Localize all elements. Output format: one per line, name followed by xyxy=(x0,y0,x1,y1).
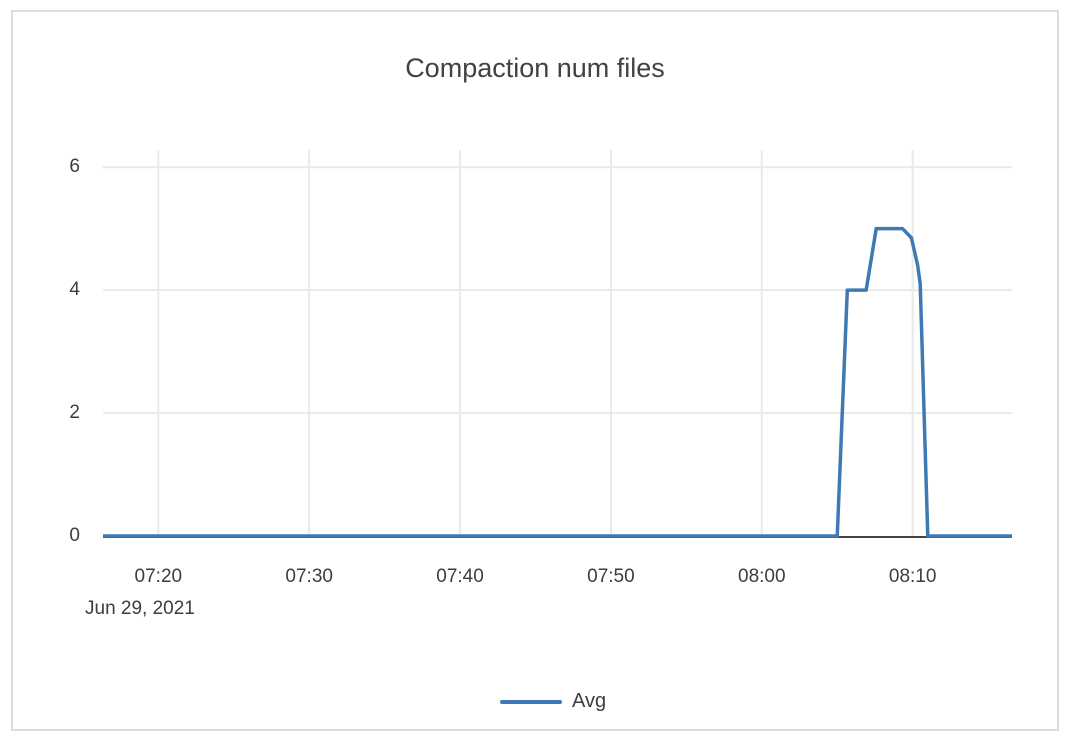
y-tick-label: 2 xyxy=(69,402,80,424)
chart-title: Compaction num files xyxy=(405,53,665,83)
legend-series-label: Avg xyxy=(572,690,607,712)
avg-series-line[interactable] xyxy=(103,226,1012,538)
y-tick-label: 0 xyxy=(69,525,80,546)
x-tick-label: 07:20 xyxy=(134,566,183,587)
x-axis-date-label: Jun 29, 2021 xyxy=(85,598,195,619)
legend-line-swatch xyxy=(500,699,562,704)
y-tick-label: 6 xyxy=(69,156,80,178)
legend[interactable]: Avg xyxy=(500,690,606,713)
x-tick-label: 08:00 xyxy=(738,566,786,587)
x-tick-label: 07:50 xyxy=(587,566,635,587)
y-tick-label: 4 xyxy=(69,279,80,301)
x-tick-label: 08:10 xyxy=(888,566,937,587)
chart-card xyxy=(11,10,1059,731)
x-tick-label: 07:40 xyxy=(436,566,484,587)
x-tick-label: 07:30 xyxy=(285,566,333,587)
